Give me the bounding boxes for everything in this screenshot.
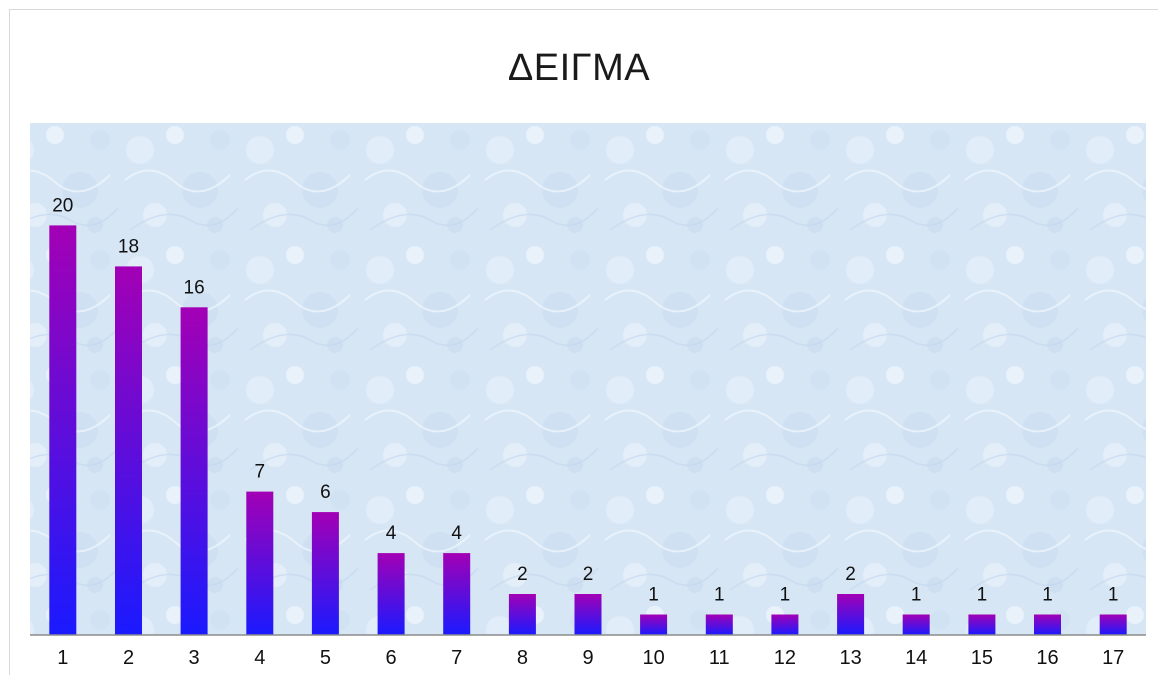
- bar-13: [837, 594, 865, 635]
- x-tick-label-10: 10: [642, 647, 664, 669]
- data-label-11: 1: [714, 585, 725, 606]
- x-tick-label-5: 5: [320, 647, 331, 669]
- chart-title: ΔΕΙΓΜΑ: [507, 47, 651, 89]
- bar-6: [377, 553, 405, 635]
- bar-11: [705, 614, 733, 635]
- bar-9: [574, 594, 602, 635]
- x-tick-label-17: 17: [1102, 647, 1124, 669]
- data-label-5: 6: [320, 482, 331, 503]
- x-tick-label-12: 12: [774, 647, 796, 669]
- data-label-6: 4: [386, 523, 397, 544]
- data-label-15: 1: [977, 585, 988, 606]
- x-tick-label-9: 9: [582, 647, 593, 669]
- data-label-9: 2: [583, 564, 594, 585]
- data-label-13: 2: [845, 564, 856, 585]
- x-tick-label-8: 8: [517, 647, 528, 669]
- x-tick-label-14: 14: [905, 647, 927, 669]
- bar-15: [968, 614, 996, 635]
- data-label-4: 7: [255, 462, 266, 483]
- plot-area: [30, 123, 1146, 635]
- bar-4: [246, 491, 274, 635]
- data-label-8: 2: [517, 564, 528, 585]
- x-tick-label-7: 7: [451, 647, 462, 669]
- bar-17: [1099, 614, 1127, 635]
- x-tick-label-2: 2: [123, 647, 134, 669]
- data-label-12: 1: [780, 585, 791, 606]
- data-label-16: 1: [1042, 585, 1053, 606]
- bar-7: [443, 553, 471, 635]
- bar-8: [508, 594, 536, 635]
- x-tick-label-16: 16: [1036, 647, 1058, 669]
- bar-10: [640, 614, 668, 635]
- x-tick-label-4: 4: [254, 647, 265, 669]
- x-tick-label-11: 11: [709, 647, 730, 669]
- x-tick-label-6: 6: [386, 647, 397, 669]
- data-label-10: 1: [648, 585, 659, 606]
- bar-5: [311, 512, 339, 635]
- data-label-14: 1: [911, 585, 922, 606]
- bar-12: [771, 614, 799, 635]
- data-label-1: 20: [52, 195, 73, 216]
- bar-3: [180, 307, 208, 635]
- bar-2: [115, 266, 142, 635]
- x-tick-label-13: 13: [839, 647, 861, 669]
- data-label-17: 1: [1108, 585, 1119, 606]
- bar-16: [1034, 614, 1061, 635]
- bar-14: [902, 614, 930, 635]
- data-label-7: 4: [451, 523, 462, 544]
- data-label-2: 18: [118, 236, 139, 257]
- x-tick-label-15: 15: [971, 647, 993, 669]
- bar-1: [49, 225, 77, 635]
- x-tick-label-3: 3: [189, 647, 200, 669]
- x-tick-label-1: 1: [57, 647, 68, 669]
- data-label-3: 16: [184, 277, 205, 298]
